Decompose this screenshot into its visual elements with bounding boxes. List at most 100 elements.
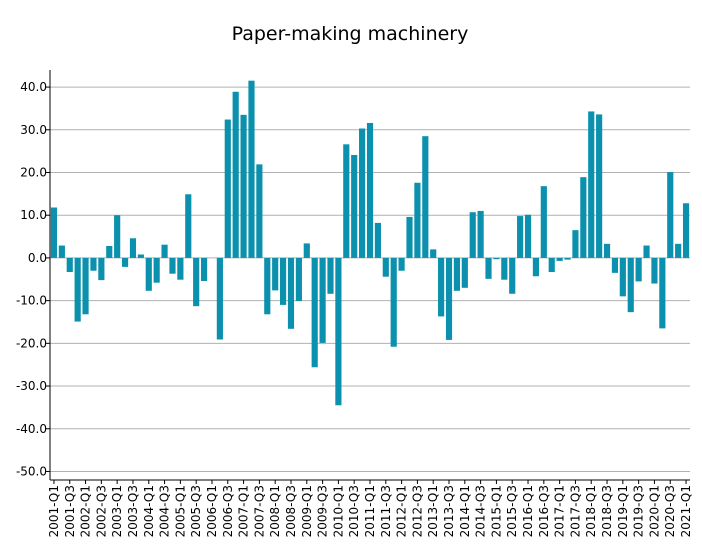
bar [414, 183, 420, 258]
x-tick-label: 2005-Q3 [189, 485, 203, 537]
x-tick-label: 2005-Q1 [173, 485, 187, 537]
x-tick-label: 2017-Q1 [553, 485, 567, 537]
bar [564, 258, 570, 260]
x-tick-label: 2011-Q1 [363, 485, 377, 537]
y-tick-label: 20.0 [20, 166, 47, 180]
bar [82, 258, 88, 314]
bar [683, 203, 689, 258]
bar [138, 255, 144, 258]
y-tick-label: -20.0 [16, 336, 47, 350]
bar [549, 258, 555, 272]
bar [217, 258, 223, 340]
bar [541, 186, 547, 258]
x-tick-label: 2001-Q1 [47, 485, 61, 537]
bar [533, 258, 539, 276]
bar [185, 194, 191, 258]
bar [588, 111, 594, 257]
x-tick-label: 2004-Q1 [142, 485, 156, 537]
bar [485, 258, 491, 279]
bar [438, 258, 444, 317]
bar [264, 258, 270, 314]
x-tick-label: 2019-Q1 [616, 485, 630, 537]
bar [406, 217, 412, 258]
bar [154, 258, 160, 283]
x-tick-label: 2010-Q1 [331, 485, 345, 537]
y-tick-label: 0.0 [28, 251, 47, 265]
x-tick-label: 2007-Q1 [237, 485, 251, 537]
bar [122, 258, 128, 267]
bar [233, 92, 239, 258]
x-tick-label: 2019-Q3 [632, 485, 646, 537]
x-tick-label: 2013-Q3 [442, 485, 456, 537]
y-tick-labels: 40.030.020.010.00.0-10.0-20.0-30.0-40.0-… [16, 80, 47, 478]
bar [359, 129, 365, 258]
bar [130, 238, 136, 258]
bar [304, 243, 310, 258]
bar [580, 177, 586, 258]
bar [296, 258, 302, 301]
bar [478, 211, 484, 258]
bar [248, 81, 254, 258]
y-tick-label: 10.0 [20, 208, 47, 222]
bar [596, 114, 602, 258]
bar [351, 155, 357, 258]
bar [367, 123, 373, 258]
bar [493, 258, 499, 259]
x-tick-label: 2008-Q3 [284, 485, 298, 537]
bar [193, 258, 199, 306]
x-tick-label: 2020-Q1 [647, 485, 661, 537]
bar [399, 258, 405, 271]
bar [114, 215, 120, 258]
y-tick-label: 30.0 [20, 123, 47, 137]
bar [636, 258, 642, 281]
bar [98, 258, 104, 280]
bar [75, 258, 81, 322]
x-tick-label: 2008-Q1 [268, 485, 282, 537]
bar [335, 258, 341, 405]
x-tick-label: 2015-Q1 [489, 485, 503, 537]
bar [643, 246, 649, 258]
x-tick-label: 2014-Q3 [474, 485, 488, 537]
x-tick-label: 2004-Q3 [158, 485, 172, 537]
bar [446, 258, 452, 340]
x-tick-label: 2003-Q3 [126, 485, 140, 537]
x-tick-label: 2001-Q3 [63, 485, 77, 537]
bar [628, 258, 634, 312]
bar [161, 245, 167, 258]
x-tick-label: 2011-Q3 [379, 485, 393, 537]
x-tick-label: 2003-Q1 [110, 485, 124, 537]
bar [272, 258, 278, 290]
bar [454, 258, 460, 291]
bar [462, 258, 468, 288]
x-tick-label: 2021-Q1 [679, 485, 693, 537]
bar [67, 258, 73, 272]
bar [501, 258, 507, 280]
x-tick-label: 2002-Q3 [94, 485, 108, 537]
y-tick-label: 40.0 [20, 80, 47, 94]
bar [391, 258, 397, 347]
bar [288, 258, 294, 329]
x-tick-label: 2007-Q3 [252, 485, 266, 537]
y-tick-label: -10.0 [16, 294, 47, 308]
x-tick-label: 2018-Q3 [600, 485, 614, 537]
x-tick-label: 2009-Q3 [316, 485, 330, 537]
x-tick-label: 2018-Q1 [584, 485, 598, 537]
bar [256, 164, 262, 258]
bar [557, 258, 563, 261]
x-tick-label: 2015-Q3 [505, 485, 519, 537]
bar [675, 244, 681, 258]
bar [612, 258, 618, 273]
x-tick-label: 2016-Q3 [537, 485, 551, 537]
x-tick-label: 2006-Q1 [205, 485, 219, 537]
x-tick-label: 2010-Q3 [347, 485, 361, 537]
y-tick-label: -40.0 [16, 422, 47, 436]
x-tick-label: 2020-Q3 [663, 485, 677, 537]
bar [177, 258, 183, 280]
bar [59, 246, 65, 258]
bar [201, 258, 207, 281]
x-tick-label: 2016-Q1 [521, 485, 535, 537]
x-tick-label: 2013-Q1 [426, 485, 440, 537]
y-tick-label: -30.0 [16, 379, 47, 393]
bar [659, 258, 665, 328]
